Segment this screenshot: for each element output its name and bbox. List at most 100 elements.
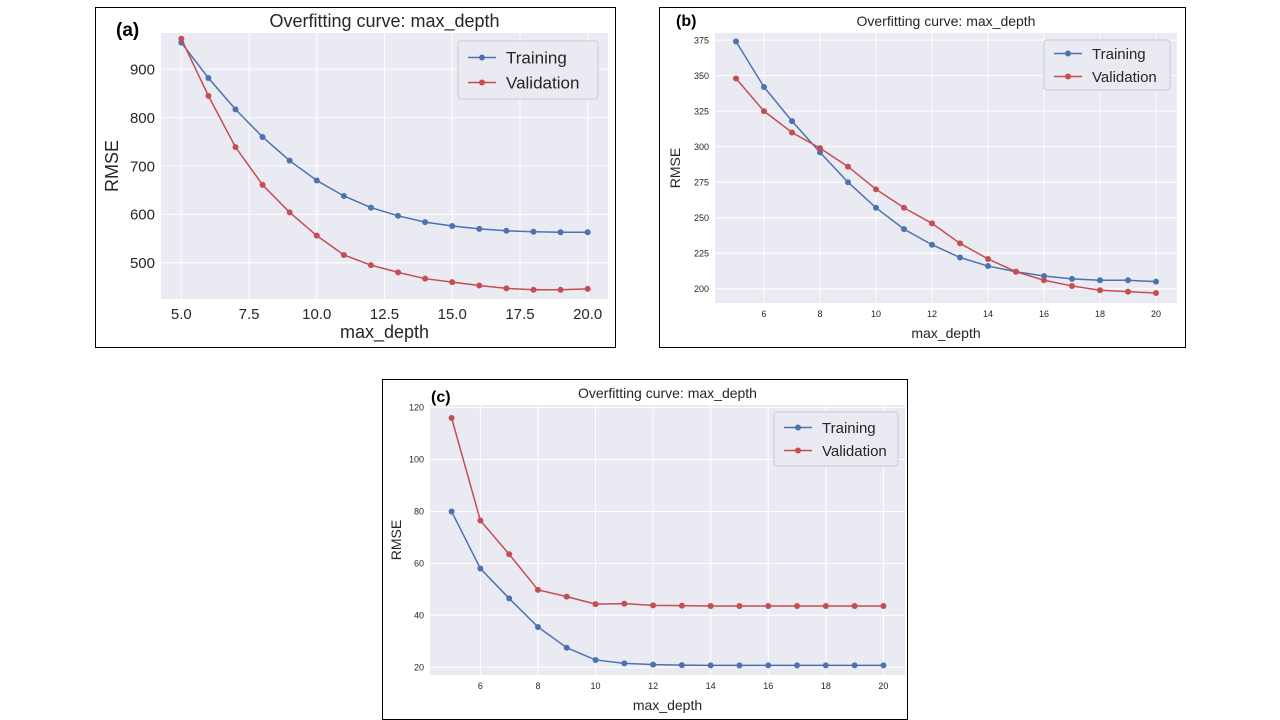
x-tick-label: 10 <box>871 309 881 319</box>
validation-point <box>448 414 455 421</box>
training-point <box>1153 278 1159 285</box>
training-point <box>901 226 907 233</box>
x-tick-label: 12.5 <box>370 306 399 323</box>
panel-letter: (a) <box>116 20 139 41</box>
x-tick-label: 20.0 <box>573 306 602 323</box>
x-tick-label: 16 <box>1039 309 1049 319</box>
training-point <box>873 204 879 211</box>
training-point <box>736 662 743 669</box>
validation-point <box>534 586 541 593</box>
training-point <box>506 595 513 602</box>
x-tick-label: 12 <box>927 309 937 319</box>
x-tick-label: 10.0 <box>302 306 331 323</box>
validation-point <box>817 145 823 152</box>
legend-label-validation: Validation <box>506 73 579 92</box>
x-tick-label: 6 <box>478 681 483 691</box>
training-point <box>929 241 935 248</box>
legend-label-validation: Validation <box>822 443 887 460</box>
training-point <box>503 227 510 234</box>
training-point <box>880 662 887 669</box>
y-tick-label: 275 <box>694 177 709 187</box>
validation-point <box>761 108 767 115</box>
validation-point <box>1097 287 1103 294</box>
validation-point <box>340 251 347 258</box>
validation-point <box>205 92 212 99</box>
overfitting-chart: 6 8 10 12 14 16 18 20 200 225 250 275 300 325 350 375 Ov… <box>667 13 1177 341</box>
training-point <box>592 656 599 663</box>
y-tick-label: 350 <box>694 71 709 81</box>
x-tick-label: 14 <box>983 309 993 319</box>
x-tick-label: 5.0 <box>171 306 192 323</box>
training-point <box>794 662 801 669</box>
validation-point <box>678 602 685 609</box>
training-point <box>1041 273 1047 279</box>
training-point <box>286 157 293 164</box>
training-point <box>650 661 657 668</box>
training-point <box>733 38 739 45</box>
validation-point <box>845 163 851 170</box>
x-tick-label: 12 <box>648 681 658 691</box>
legend-marker-validation <box>1065 73 1071 80</box>
validation-point <box>259 181 266 188</box>
validation-point <box>449 279 456 286</box>
chart-panel-c: 6 8 10 12 14 16 18 20 20 40 60 80 100 120 Overfitting … <box>382 379 908 720</box>
legend <box>1043 39 1171 91</box>
y-tick-label: 225 <box>694 248 709 258</box>
training-point <box>584 229 591 236</box>
validation-point <box>733 75 739 82</box>
y-tick-label: 300 <box>694 142 709 152</box>
legend <box>457 40 599 100</box>
y-tick-label: 600 <box>130 207 155 224</box>
training-point <box>232 106 239 113</box>
validation-line <box>450 417 884 607</box>
validation-point <box>901 204 907 211</box>
validation-point <box>592 601 599 608</box>
validation-point <box>851 602 858 609</box>
validation-point <box>313 232 320 239</box>
x-tick-label: 14 <box>706 681 716 691</box>
training-point <box>765 662 772 669</box>
y-tick-label: 20 <box>414 662 424 672</box>
validation-point <box>880 602 887 609</box>
chart-panel-a: 5.0 7.5 10.0 12.5 15.0 17.5 20.0 500 600 700 800 90… <box>95 7 616 348</box>
validation-point <box>1153 290 1159 297</box>
training-point <box>205 74 212 81</box>
x-tick-label: 15.0 <box>438 306 467 323</box>
validation-point <box>707 602 714 609</box>
validation-point <box>650 602 657 609</box>
validation-point <box>584 285 591 292</box>
validation-point <box>929 220 935 227</box>
x-tick-label: 17.5 <box>505 306 534 323</box>
legend-marker-training <box>1065 50 1071 57</box>
panel-letter: (b) <box>676 13 696 30</box>
x-axis-label: max_depth <box>633 697 702 713</box>
validation-point <box>506 551 513 558</box>
training-point <box>985 263 991 270</box>
validation-point <box>422 275 429 282</box>
validation-point <box>789 129 795 136</box>
training-point <box>448 508 455 515</box>
legend-label-training: Training <box>1092 46 1146 63</box>
validation-point <box>530 286 537 293</box>
training-point <box>678 662 685 669</box>
y-tick-label: 40 <box>414 610 424 620</box>
x-tick-label: 6 <box>761 309 766 319</box>
legend-label-validation: Validation <box>1092 69 1157 86</box>
training-point <box>822 662 829 669</box>
training-point <box>563 644 570 651</box>
chart-title: Overfitting curve: max_depth <box>857 13 1036 29</box>
training-point <box>259 133 266 140</box>
validation-point <box>621 600 628 607</box>
y-tick-label: 60 <box>414 559 424 569</box>
training-point <box>817 149 823 156</box>
legend-marker-validation <box>479 79 485 86</box>
validation-point <box>563 593 570 600</box>
training-point <box>476 225 483 232</box>
training-point <box>1069 275 1075 282</box>
training-point <box>534 623 541 630</box>
validation-point <box>1069 282 1075 289</box>
x-tick-label: 10 <box>591 681 601 691</box>
validation-point <box>873 186 879 193</box>
legend <box>773 411 899 467</box>
validation-point <box>1041 277 1047 284</box>
